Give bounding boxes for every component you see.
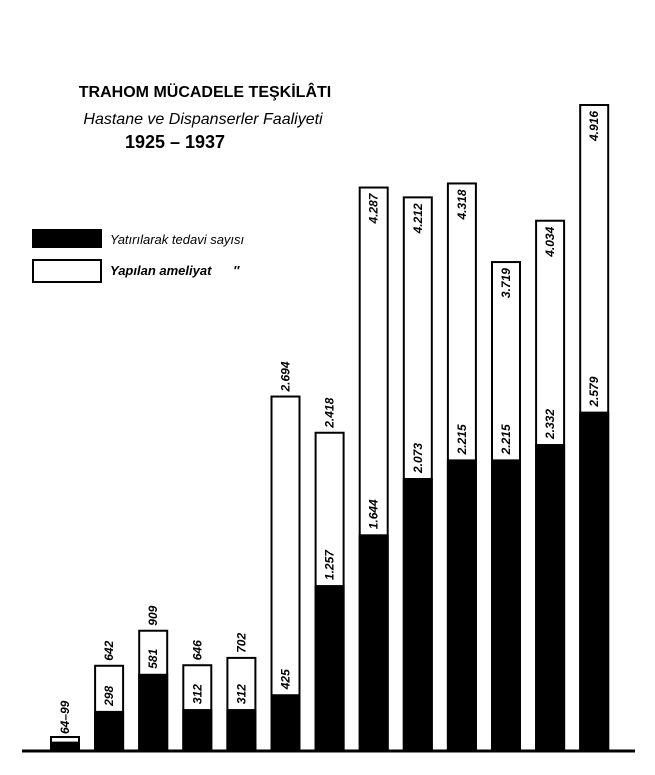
bar xyxy=(138,673,169,750)
value-label: 2.332 xyxy=(543,409,557,440)
value-label: 3.719 xyxy=(499,268,513,298)
legend-swatch xyxy=(32,229,102,248)
value-label: 2.215 xyxy=(499,424,513,455)
bar xyxy=(579,411,610,750)
legend-label: Yapılan ameliyat ″ xyxy=(110,263,240,278)
value-label: 4.212 xyxy=(411,203,425,234)
bar xyxy=(226,709,257,750)
value-label: 64–99 xyxy=(58,700,72,734)
value-label: 2.215 xyxy=(455,424,469,455)
bar xyxy=(182,709,213,750)
value-label: 312 xyxy=(234,684,248,704)
value-label: 4.318 xyxy=(455,189,469,220)
chart-title: TRAHOM MÜCADELE TEŞKİLÂTI xyxy=(79,82,331,101)
bar xyxy=(446,459,477,750)
value-label: 2.073 xyxy=(411,443,425,474)
bar xyxy=(402,478,433,750)
value-label: 2.418 xyxy=(323,397,337,428)
bar xyxy=(491,459,521,750)
legend-swatch xyxy=(32,259,102,283)
chart-period: 1925 – 1937 xyxy=(125,132,225,152)
value-label: 1.644 xyxy=(367,499,381,529)
value-label: 2.579 xyxy=(587,376,601,407)
value-label: 642 xyxy=(102,640,116,660)
value-label: 312 xyxy=(190,684,204,704)
value-label: 4.287 xyxy=(367,192,381,224)
value-label: 2.694 xyxy=(279,361,293,392)
value-label: 1.257 xyxy=(323,549,337,580)
bar xyxy=(270,694,301,750)
bar xyxy=(358,534,389,750)
value-label: 909 xyxy=(146,605,160,625)
value-label: 298 xyxy=(102,686,116,707)
value-label: 581 xyxy=(146,648,160,668)
value-label: 4.034 xyxy=(543,226,557,257)
bar xyxy=(535,444,566,750)
value-label: 702 xyxy=(234,633,248,653)
value-label: 425 xyxy=(279,669,293,690)
bar xyxy=(94,710,125,750)
value-label: 4.916 xyxy=(587,111,601,142)
legend-label: Yatırılarak tedavi sayısı xyxy=(110,232,245,247)
bar xyxy=(314,585,345,750)
value-label: 646 xyxy=(190,640,204,660)
chart-subtitle: Hastane ve Dispanserler Faaliyeti xyxy=(83,111,323,128)
bar xyxy=(50,741,80,750)
